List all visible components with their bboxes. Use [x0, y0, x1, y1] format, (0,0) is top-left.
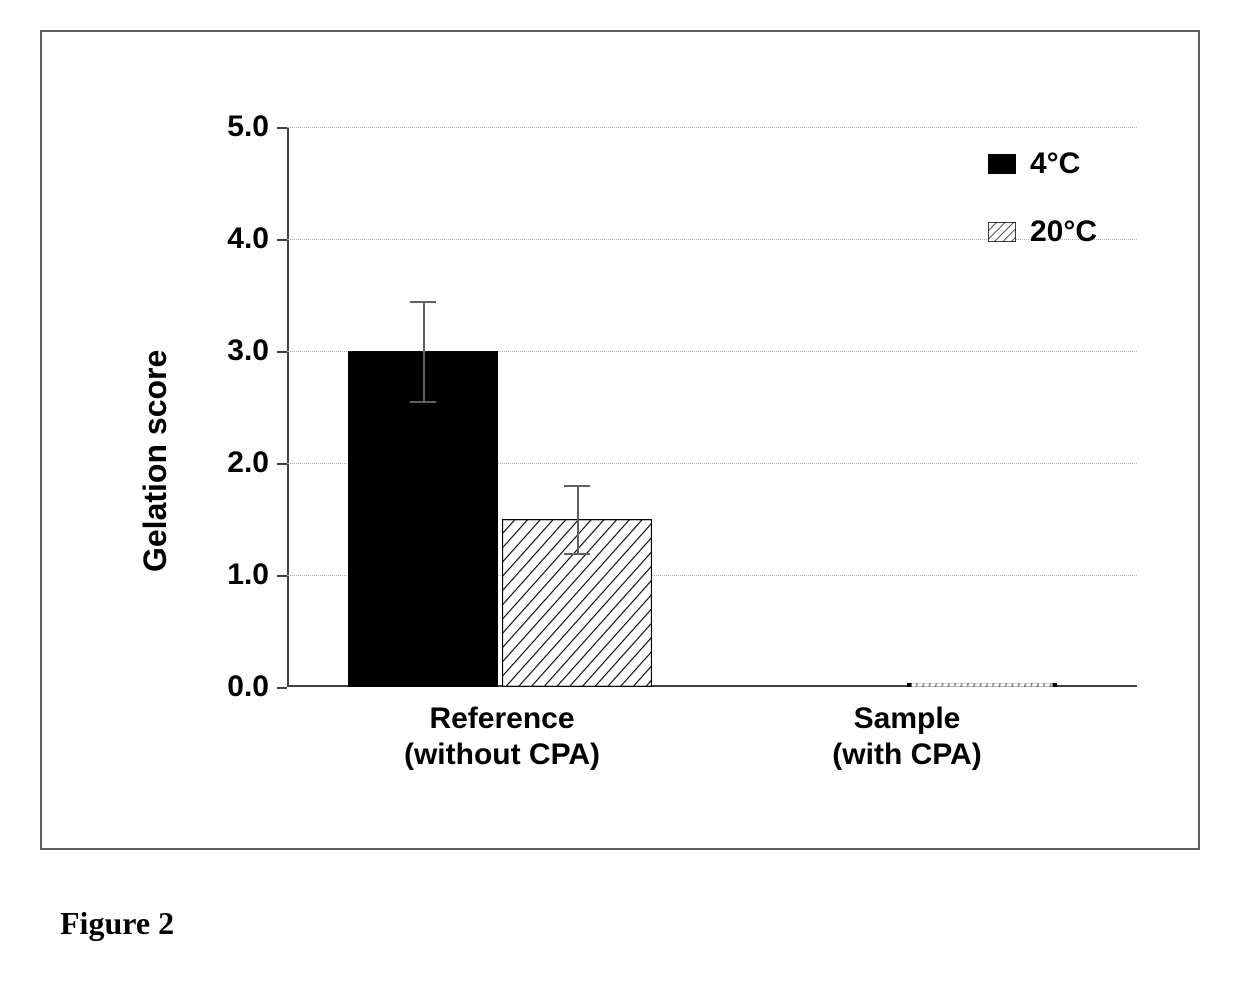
legend-swatch-solid [988, 154, 1016, 174]
y-tick [277, 127, 287, 129]
y-tick [277, 463, 287, 465]
x-tick-label-sample: Sample (with CPA) [832, 701, 981, 773]
errorbar-cap [564, 485, 590, 487]
legend-label: 4°C [1030, 147, 1080, 181]
legend-item-4c: 4°C [988, 147, 1097, 181]
y-tick [277, 575, 287, 577]
chart-frame: Gelation score 5.0 4.0 3.0 2.0 1.0 0.0 [40, 30, 1200, 850]
figure-caption: Figure 2 [60, 905, 174, 942]
y-tick-label: 0.0 [227, 670, 269, 704]
errorbar-cap [564, 553, 590, 555]
y-tick-label: 5.0 [227, 110, 269, 144]
x-tick-label-reference: Reference (without CPA) [404, 701, 600, 773]
y-tick-label: 4.0 [227, 222, 269, 256]
y-tick [277, 687, 287, 689]
legend-swatch-hatch [988, 222, 1016, 242]
y-tick-label: 3.0 [227, 334, 269, 368]
y-axis-title: Gelation score [137, 350, 174, 572]
xlabel-line2: (with CPA) [832, 738, 981, 771]
legend-item-20c: 20°C [988, 215, 1097, 249]
y-tick-label: 2.0 [227, 446, 269, 480]
y-axis-line [287, 127, 289, 687]
page: Gelation score 5.0 4.0 3.0 2.0 1.0 0.0 [0, 0, 1240, 988]
errorbar-reference-20c [577, 485, 579, 552]
plot-area: 5.0 4.0 3.0 2.0 1.0 0.0 [287, 127, 1137, 687]
xlabel-line2: (without CPA) [404, 738, 600, 771]
bar-sample-20c [907, 683, 1057, 687]
y-tick-label: 1.0 [227, 558, 269, 592]
errorbar-reference-4c [423, 301, 425, 402]
y-tick [277, 239, 287, 241]
xlabel-line1: Reference [429, 702, 574, 735]
gridline [287, 127, 1137, 128]
errorbar-cap [410, 301, 436, 303]
legend-label: 20°C [1030, 215, 1097, 249]
y-tick [277, 351, 287, 353]
legend: 4°C 20°C [988, 147, 1097, 283]
errorbar-cap [410, 401, 436, 403]
xlabel-line1: Sample [854, 702, 961, 735]
